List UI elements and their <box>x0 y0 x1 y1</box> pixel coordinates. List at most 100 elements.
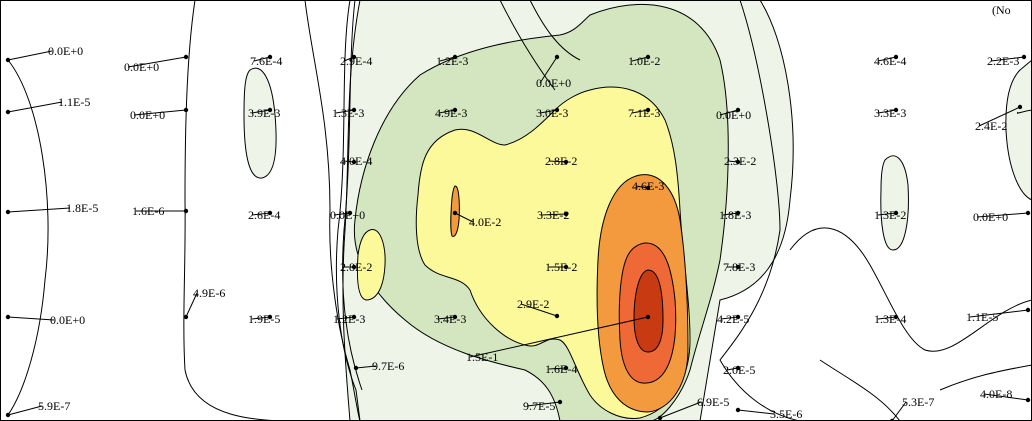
data-point-markers <box>5 54 1031 421</box>
value-label: 2.9E-4 <box>340 54 372 68</box>
value-label: 7.8E-3 <box>723 260 755 274</box>
leader-line <box>251 316 271 320</box>
leader-line <box>438 109 456 114</box>
value-label: 0.0E+0 <box>973 210 1008 224</box>
data-point-marker <box>183 208 189 214</box>
contour-line <box>499 0 556 91</box>
leader-line <box>333 212 351 216</box>
data-point-marker <box>735 159 741 165</box>
label-leader-lines <box>7 50 1029 421</box>
value-label: 0.0E+0 <box>536 76 571 90</box>
data-point-marker <box>351 159 357 165</box>
contour-lines <box>7 0 1032 421</box>
leader-line <box>737 409 775 415</box>
data-point-marker <box>557 399 563 405</box>
contour-band-1 <box>243 67 277 179</box>
value-label: 2.0E-5 <box>723 363 755 377</box>
value-label: 1.5E-1 <box>466 350 498 364</box>
leader-line <box>336 316 355 320</box>
leader-line <box>437 316 456 320</box>
leader-line <box>719 109 739 116</box>
contour-line <box>719 0 801 421</box>
value-label: 0.0E+0 <box>330 208 365 222</box>
value-label: 0.0E+0 <box>50 313 85 327</box>
data-point-marker <box>735 107 741 113</box>
value-label: 0.0E+0 <box>48 44 83 58</box>
data-point-marker <box>735 365 741 371</box>
data-point-marker <box>267 314 273 320</box>
value-label: 2.9E-2 <box>517 297 549 311</box>
leader-line <box>877 316 897 320</box>
leader-line <box>990 56 1025 62</box>
value-label: 2.4E-2 <box>975 119 1007 133</box>
value-label: 4.0E-4 <box>340 154 372 168</box>
leader-line <box>251 109 271 114</box>
leader-line <box>540 213 567 216</box>
value-label: 1.3E-3 <box>332 106 364 120</box>
value-label: 3.4E-3 <box>434 312 466 326</box>
value-label: 1.2E-3 <box>333 312 365 326</box>
contour-line <box>304 0 361 421</box>
leader-line <box>631 56 649 62</box>
data-point-marker <box>563 264 569 270</box>
data-point-marker <box>657 415 663 421</box>
value-label: 5.9E-7 <box>38 399 70 413</box>
data-point-marker <box>351 264 357 270</box>
value-label: 9.7E-5 <box>523 399 555 413</box>
contour-line <box>335 0 361 421</box>
data-point-marker <box>554 313 560 319</box>
data-point-marker <box>351 107 357 113</box>
data-point-marker <box>1025 397 1031 403</box>
value-label: 1.3E-4 <box>874 312 906 326</box>
contour-line <box>183 0 301 421</box>
value-label: 1.5E-2 <box>545 260 577 274</box>
value-label: 3.3E-3 <box>874 106 906 120</box>
data-point-marker <box>735 264 741 270</box>
leader-line <box>127 56 187 68</box>
leader-line <box>439 56 456 62</box>
data-point-marker <box>183 54 189 60</box>
data-point-marker <box>645 107 651 113</box>
value-label: 4.9E-3 <box>435 106 467 120</box>
leader-line <box>976 212 1029 218</box>
data-point-marker <box>267 210 273 216</box>
value-label: 2.2E-3 <box>987 54 1019 68</box>
data-point-marker <box>563 159 569 165</box>
data-point-marker <box>563 211 569 217</box>
contour-line <box>1016 109 1032 114</box>
data-point-marker <box>893 210 899 216</box>
value-label: 0.0E+0 <box>130 108 165 122</box>
leader-line <box>720 316 739 320</box>
leader-line <box>520 303 558 317</box>
data-point-marker <box>645 54 651 60</box>
value-label: 1.9E-5 <box>248 312 280 326</box>
value-label: 4.9E-6 <box>193 286 225 300</box>
data-point-marker <box>5 57 11 63</box>
leader-line <box>631 109 649 114</box>
value-label: 0.0E+0 <box>716 108 751 122</box>
data-point-marker <box>452 314 458 320</box>
leader-line <box>335 109 355 114</box>
data-point-marker <box>1017 104 1023 110</box>
value-label: 5.3E-7 <box>902 395 934 409</box>
data-point-marker <box>353 365 359 371</box>
data-point-marker <box>351 54 357 60</box>
value-label: 7.6E-4 <box>250 54 282 68</box>
value-label: 4.6E-4 <box>874 54 906 68</box>
contour-line <box>7 59 49 416</box>
data-point-marker <box>735 210 741 216</box>
leader-line <box>891 401 907 421</box>
leader-line <box>7 207 71 213</box>
value-label: 2.3E-2 <box>724 154 756 168</box>
leader-line <box>877 212 897 216</box>
value-label: 4.0E-8 <box>980 387 1012 401</box>
data-point-marker <box>5 314 11 320</box>
contour-line <box>939 364 1032 391</box>
leader-line <box>978 106 1021 127</box>
leader-line <box>454 212 474 223</box>
value-label: 3.0E-3 <box>536 106 568 120</box>
leader-line <box>877 109 897 114</box>
data-point-marker <box>267 54 273 60</box>
value-label: 0.0E+0 <box>124 60 159 74</box>
